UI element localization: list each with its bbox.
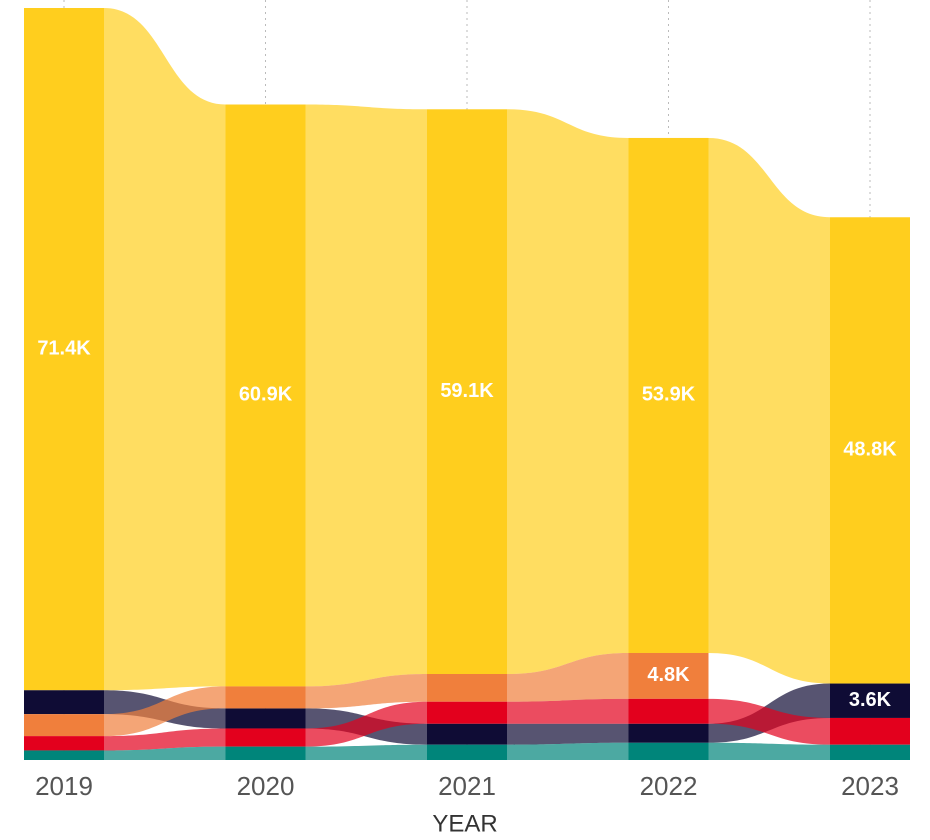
- bar-segment: [225, 728, 306, 747]
- bar-segment: [427, 744, 507, 760]
- ribbon: [507, 109, 629, 675]
- ribbon: [708, 698, 830, 745]
- data-label: 53.9K: [642, 384, 696, 406]
- bar-segment: [830, 744, 910, 760]
- bar-segment: [628, 723, 709, 743]
- data-label: 60.9K: [239, 384, 293, 406]
- x-axis-label: YEAR: [432, 810, 497, 837]
- bars: [24, 8, 910, 760]
- ribbon: [104, 728, 226, 751]
- bar-segment: [225, 746, 306, 760]
- bar-segment: [830, 717, 910, 745]
- ribbon: [507, 742, 629, 760]
- bar-segment: [830, 217, 910, 684]
- x-tick-label: 2021: [438, 771, 496, 801]
- data-label: 59.1K: [440, 380, 494, 402]
- data-label: 4.8K: [647, 664, 690, 686]
- data-label: 48.8K: [843, 439, 897, 461]
- bar-segment: [427, 674, 507, 702]
- ribbon: [507, 698, 629, 724]
- bar-segment: [628, 698, 709, 724]
- bar-segment: [24, 736, 104, 751]
- bar-segment: [24, 714, 104, 737]
- ribbon: [305, 744, 427, 760]
- bar-segment: [24, 750, 104, 760]
- ribbon: [305, 674, 427, 709]
- ribbon: [507, 652, 629, 702]
- bar-segment: [225, 686, 306, 709]
- bar-segment: [24, 8, 104, 691]
- ribbon: [708, 137, 830, 684]
- ribbon: [305, 104, 427, 687]
- data-label: 3.6K: [849, 689, 892, 711]
- bar-segment: [225, 104, 306, 687]
- bar-segment: [628, 137, 709, 653]
- ribbon: [507, 723, 629, 745]
- bar-segment: [427, 701, 507, 724]
- ribbon: [708, 742, 830, 760]
- bar-segment: [225, 708, 306, 729]
- ribbons: [104, 8, 830, 760]
- x-tick-label: 2020: [237, 771, 295, 801]
- x-tick-label: 2019: [35, 771, 93, 801]
- labels: 71.4K 60.9K 59.1K 53.9K 48.8K 3.6K 4.8K: [37, 337, 897, 711]
- bar-segment: [830, 683, 910, 718]
- x-tick-label: 2022: [640, 771, 698, 801]
- ribbon: [104, 746, 226, 760]
- bar-segment: [628, 742, 709, 760]
- bar-segment: [24, 690, 104, 715]
- bar-segment: [427, 723, 507, 745]
- bar-segment: [427, 109, 507, 675]
- ribbon: [305, 701, 427, 747]
- bar-segment: [628, 652, 709, 699]
- data-label: 71.4K: [37, 337, 91, 359]
- ribbon: [104, 8, 226, 691]
- x-tick-label: 2023: [841, 771, 899, 801]
- ribbon: [104, 686, 226, 737]
